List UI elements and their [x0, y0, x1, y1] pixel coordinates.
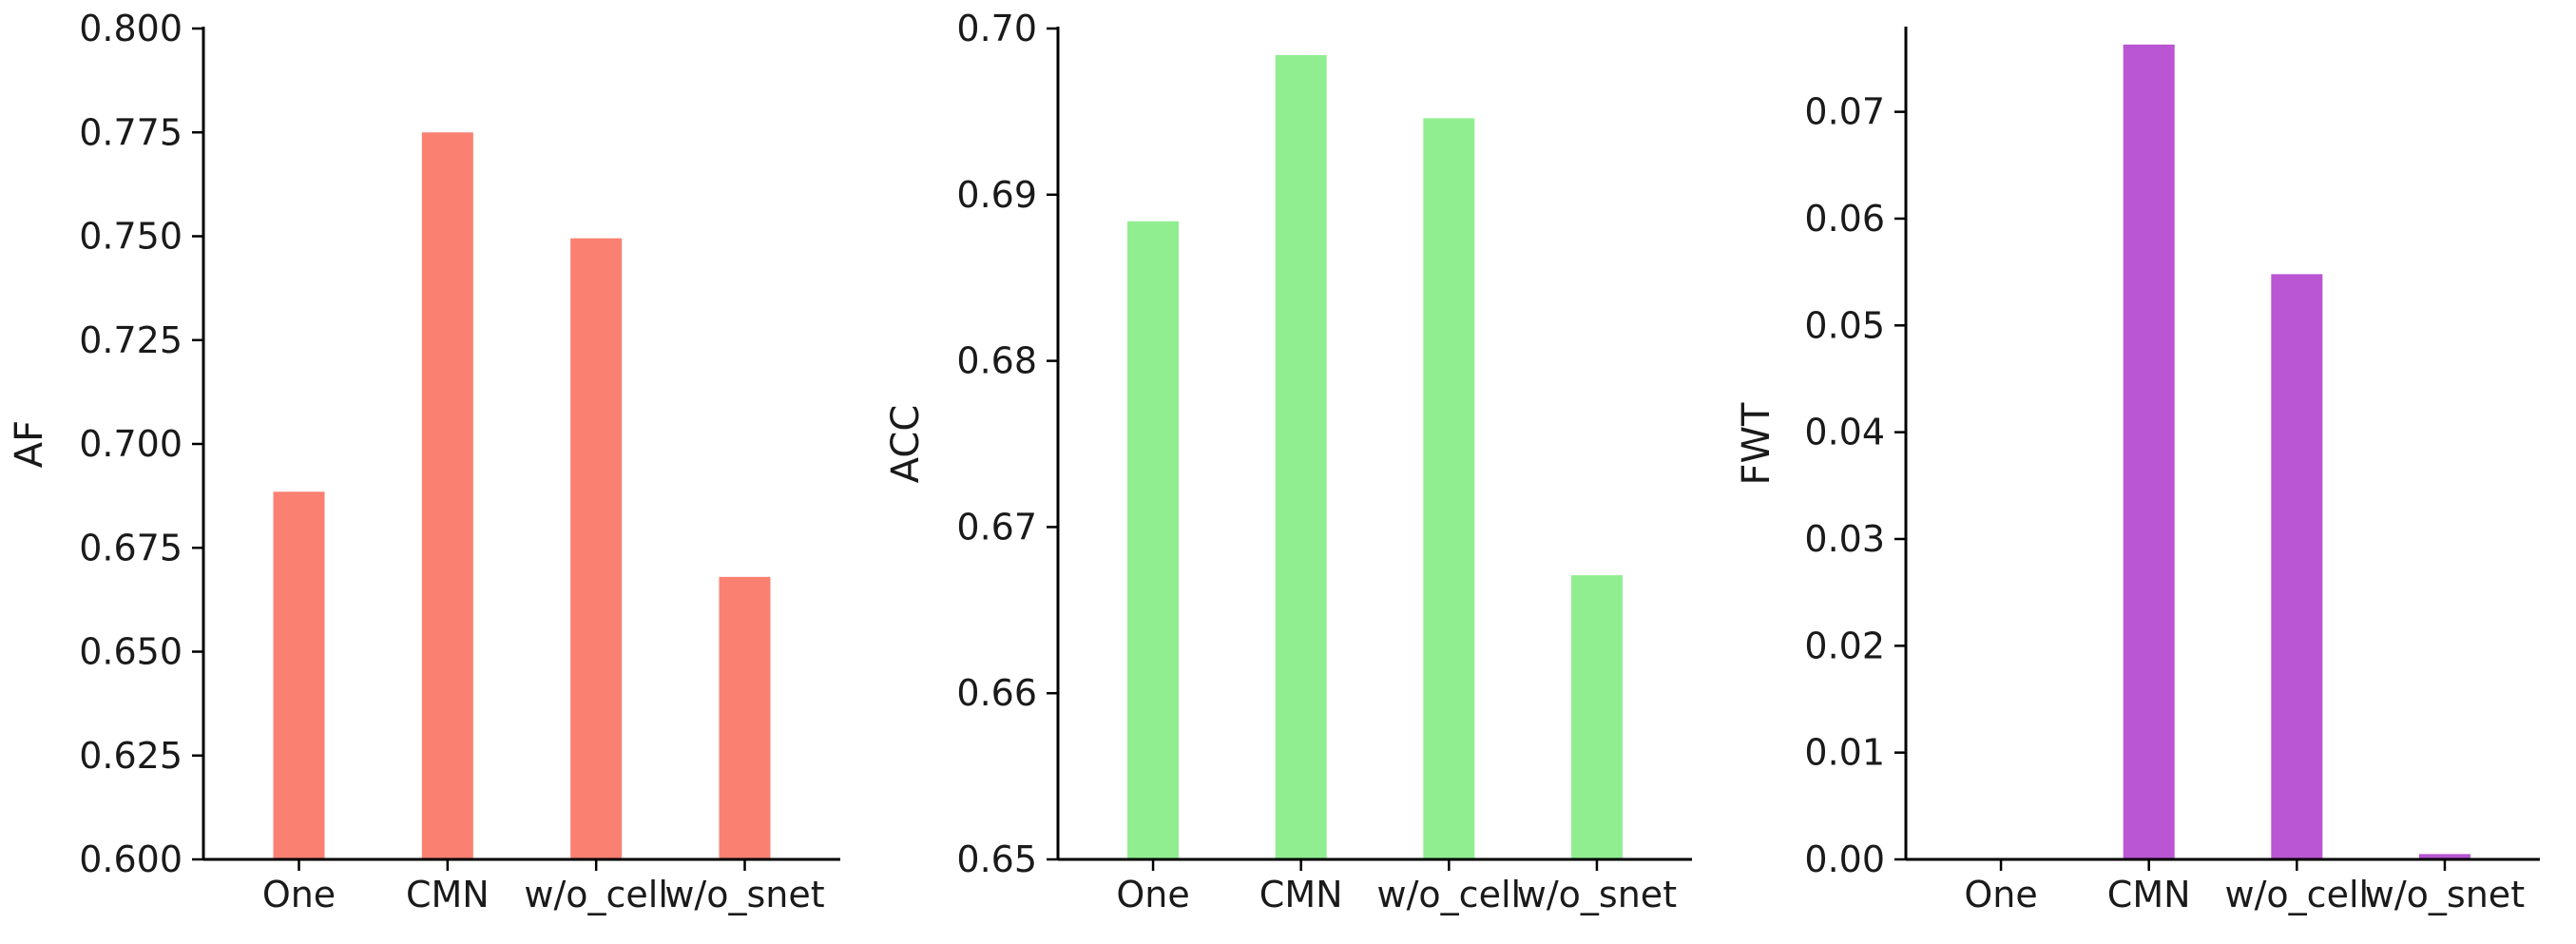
y-tick-label: 0.600 [79, 838, 183, 880]
y-tick-label: 0.70 [956, 8, 1037, 49]
bar-w-o-snet [719, 576, 771, 859]
y-tick-label: 0.725 [79, 319, 183, 361]
y-tick-label: 0.03 [1804, 518, 1885, 560]
x-tick-label: One [262, 874, 336, 915]
x-tick-label: w/o_snet [1517, 874, 1677, 915]
y-tick-label: 0.66 [956, 672, 1037, 714]
bar-cmn [421, 132, 473, 859]
y-tick-label: 0.06 [1804, 198, 1885, 240]
x-tick-label: One [1964, 874, 2037, 915]
y-tick-label: 0.750 [79, 216, 183, 258]
x-tick-label: w/o_cell [524, 874, 668, 915]
x-tick-label: CMN [1259, 874, 1343, 915]
bar-w-o-cell [570, 238, 623, 859]
y-tick-label: 0.05 [1804, 304, 1885, 346]
x-tick-label: CMN [406, 874, 490, 915]
bar-w-o-cell [2271, 274, 2323, 859]
x-tick-label: w/o_snet [2365, 874, 2525, 915]
y-tick-label: 0.04 [1804, 412, 1885, 453]
chart-panel-1: 0.600 0.625 0.650 0.675 0.700 0.725 0.750 0.775… [8, 8, 840, 915]
y-tick-label: 0.800 [79, 8, 183, 49]
y-tick-label: 0.675 [79, 527, 183, 568]
chart-panel-3: 0.00 0.01 0.02 0.03 0.04 0.05 0.06 0.07 One CMN w/… [1735, 27, 2540, 915]
y-tick-label: 0.01 [1804, 732, 1885, 774]
bar-cmn [1275, 54, 1327, 859]
y-tick-label: 0.07 [1804, 91, 1885, 133]
bar-one [273, 491, 325, 859]
y-tick-label: 0.00 [1804, 838, 1885, 880]
y-axis-title: AF [8, 420, 51, 468]
y-tick-label: 0.67 [956, 506, 1037, 548]
x-tick-label: w/o_cell [2225, 874, 2370, 915]
bar-cmn [2123, 44, 2175, 860]
x-tick-label: CMN [2107, 874, 2191, 915]
chart-panel-2: 0.65 0.66 0.67 0.68 0.69 0.70 One CMN w/o_cellw/… [884, 8, 1692, 915]
bar-w-o-cell [1423, 118, 1475, 860]
bar-w-o-snet [2418, 854, 2470, 859]
bar-w-o-snet [1570, 575, 1623, 859]
y-tick-label: 0.625 [79, 735, 183, 777]
y-axis-title: FWT [1735, 402, 1778, 486]
bar-one [1127, 221, 1180, 859]
y-tick-label: 0.65 [956, 838, 1037, 880]
y-tick-label: 0.02 [1804, 625, 1885, 666]
y-tick-label: 0.68 [956, 340, 1037, 382]
y-tick-label: 0.700 [79, 423, 183, 465]
x-tick-label: w/o_snet [664, 874, 824, 915]
y-axis-title: ACC [884, 405, 928, 484]
x-tick-label: One [1116, 874, 1189, 915]
y-tick-label: 0.69 [956, 174, 1037, 216]
y-tick-label: 0.650 [79, 631, 183, 673]
x-tick-label: w/o_cell [1377, 874, 1522, 915]
y-tick-label: 0.775 [79, 111, 183, 153]
